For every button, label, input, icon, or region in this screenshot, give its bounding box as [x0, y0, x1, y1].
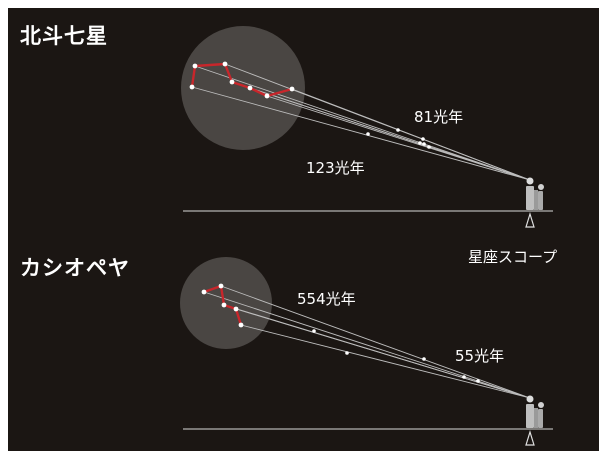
star — [396, 128, 400, 132]
distance-label-55: 55光年 — [455, 347, 505, 365]
star — [221, 302, 227, 308]
star — [476, 379, 480, 383]
star — [192, 63, 198, 69]
distance-label-81: 81光年 — [414, 108, 464, 126]
star — [264, 93, 270, 99]
star — [247, 85, 253, 91]
big-dipper-title: 北斗七星 — [20, 24, 108, 48]
sight-line — [194, 65, 531, 181]
big-dipper-panel — [181, 26, 553, 228]
sight-line — [291, 88, 531, 181]
star — [366, 132, 370, 136]
sight-line — [220, 285, 531, 399]
sight-line — [191, 86, 531, 181]
big-dipper-sight-lines — [191, 63, 531, 181]
cassiopeia-title: カシオペヤ — [20, 256, 130, 280]
star — [229, 79, 235, 85]
star — [238, 322, 244, 328]
cassiopeia-view-circle — [180, 257, 272, 349]
star — [218, 283, 224, 289]
distance-label-554: 554光年 — [297, 290, 356, 308]
star — [312, 329, 316, 333]
star — [427, 145, 431, 149]
star — [421, 137, 425, 141]
sight-line — [203, 291, 531, 399]
sight-line — [240, 324, 531, 399]
star — [462, 375, 466, 379]
star — [289, 86, 295, 92]
cassiopeia-telescope-icon — [525, 395, 544, 446]
star — [418, 141, 422, 145]
star — [345, 351, 349, 355]
star — [222, 61, 228, 67]
star — [233, 306, 239, 312]
distance-label-123: 123光年 — [306, 159, 365, 177]
star — [422, 357, 426, 361]
star — [189, 84, 195, 90]
star — [422, 142, 426, 146]
star — [201, 289, 207, 295]
sight-line — [266, 95, 531, 181]
big-dipper-stars — [189, 61, 431, 149]
sight-line — [235, 308, 531, 399]
big-dipper-telescope-icon — [525, 177, 544, 228]
telescope-label: 星座スコープ — [468, 248, 558, 266]
cassiopeia-stars — [201, 283, 480, 383]
big-dipper-view-circle — [181, 26, 305, 150]
cassiopeia-panel — [180, 257, 553, 446]
